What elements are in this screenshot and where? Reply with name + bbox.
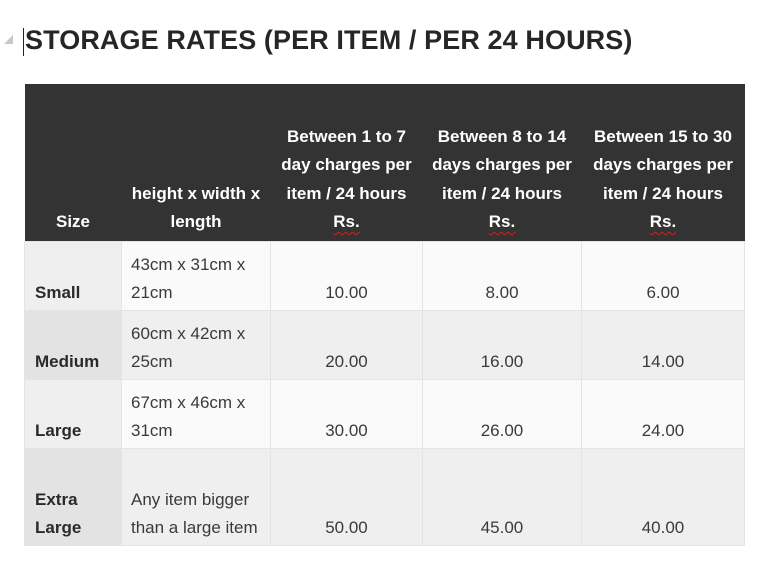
currency-label: Rs. [649,212,677,231]
dimensions-cell: 43cm x 31cm x 21cm [121,240,271,311]
size-cell: Large [24,378,122,449]
currency-label: Rs. [488,212,516,231]
header-size: Size [24,84,122,241]
collapse-triangle-icon[interactable] [4,35,13,44]
size-cell: Medium [24,309,122,380]
rate-1-7-cell: 30.00 [270,378,423,449]
size-cell: Small [24,240,122,311]
header-rate-8-14: Between 8 to 14 days charges per item / … [422,84,582,241]
header-rate-1-7: Between 1 to 7 day charges per item / 24… [270,84,423,241]
dimensions-cell: 67cm x 46cm x 31cm [121,378,271,449]
rate-8-14-cell: 26.00 [422,378,582,449]
rate-15-30-cell: 24.00 [581,378,745,449]
rate-15-30-cell: 40.00 [581,447,745,546]
storage-rates-table: Size height x width x length Between 1 t… [24,84,745,546]
header-size-label: Size [55,212,91,231]
rate-1-7-cell: 50.00 [270,447,423,546]
rate-15-30-cell: 14.00 [581,309,745,380]
table-header-row: Size height x width x length Between 1 t… [24,84,745,241]
header-dimensions-label: height x width x length [131,183,261,232]
dimensions-cell: 60cm x 42cm x 25cm [121,309,271,380]
header-rate-8-14-label: Between 8 to 14 days charges per item / … [432,126,572,203]
table-row: Large 67cm x 46cm x 31cm 30.00 26.00 24.… [24,378,745,449]
rate-15-30-cell: 6.00 [581,240,745,311]
header-rate-15-30: Between 15 to 30 days charges per item /… [581,84,745,241]
page-title: STORAGE RATES (PER ITEM / PER 24 HOURS) [25,25,633,55]
currency-label: Rs. [333,212,360,231]
rate-1-7-cell: 10.00 [270,240,423,311]
dimensions-cell: Any item bigger than a large item [121,447,271,546]
table-row: Extra Large Any item bigger than a large… [24,447,745,546]
rate-1-7-cell: 20.00 [270,309,423,380]
header-dimensions: height x width x length [121,84,271,241]
rate-8-14-cell: 16.00 [422,309,582,380]
size-cell: Extra Large [24,447,122,546]
rate-8-14-cell: 8.00 [422,240,582,311]
header-rate-15-30-label: Between 15 to 30 days charges per item /… [593,126,733,203]
table-row: Medium 60cm x 42cm x 25cm 20.00 16.00 14… [24,309,745,380]
text-cursor [23,28,24,56]
header-rate-1-7-label: Between 1 to 7 day charges per item / 24… [281,126,412,203]
table-row: Small 43cm x 31cm x 21cm 10.00 8.00 6.00 [24,240,745,311]
rate-8-14-cell: 45.00 [422,447,582,546]
